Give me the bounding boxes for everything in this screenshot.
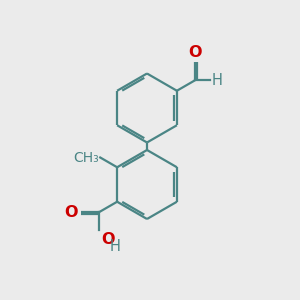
Text: H: H [212,73,222,88]
Text: H: H [110,239,120,254]
Text: O: O [188,45,202,60]
Text: O: O [101,232,115,247]
Text: O: O [64,205,78,220]
Text: CH₃: CH₃ [73,151,99,164]
